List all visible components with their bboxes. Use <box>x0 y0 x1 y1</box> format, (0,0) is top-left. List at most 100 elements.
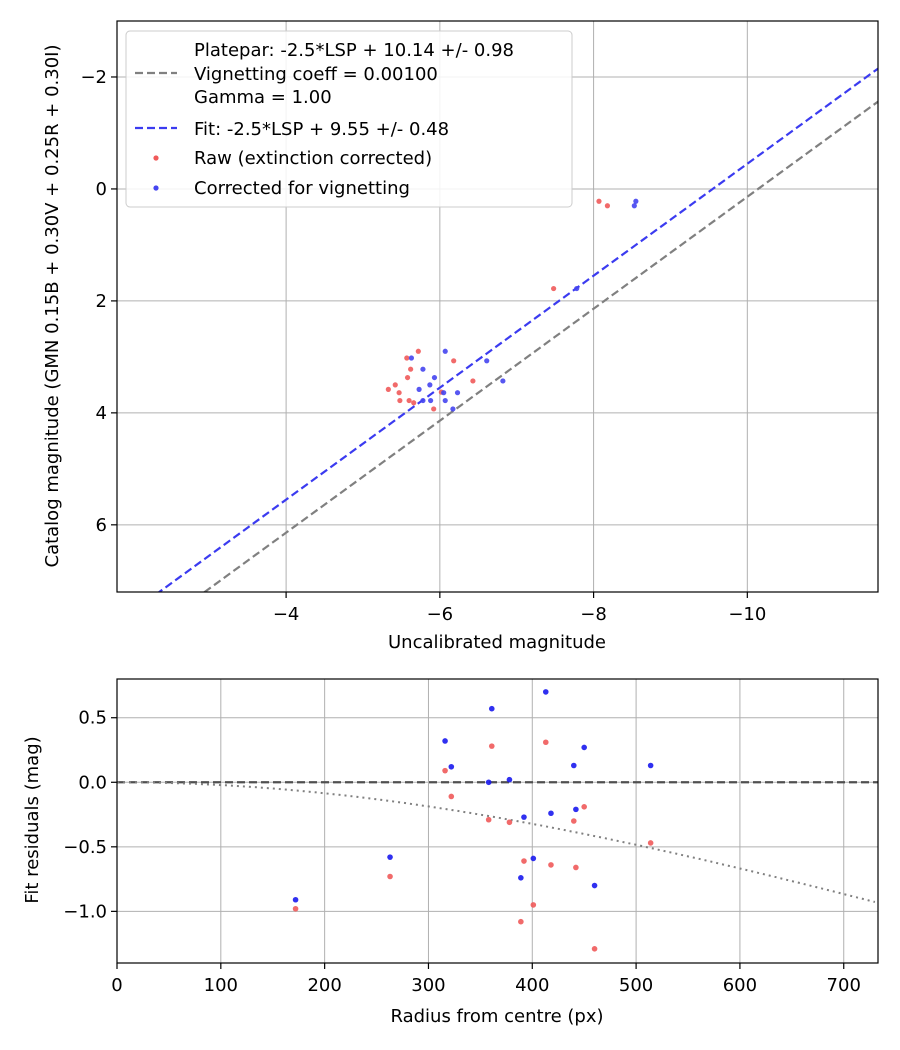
bottom-x-tick-label: 300 <box>411 975 445 996</box>
corrected-residual-point <box>521 814 527 820</box>
corrected-point <box>420 366 426 372</box>
corrected-point <box>574 285 580 292</box>
top-x-axis-label: Uncalibrated magnitude <box>388 632 606 653</box>
residuals-chart: 0 100 200 300 400 500 600 700 0.5 0.0 −0.5 −1.0 Rad… <box>22 678 879 1027</box>
corrected-point <box>420 397 426 404</box>
raw-point <box>551 285 557 292</box>
bottom-y-axis-label: Fit residuals (mag) <box>22 736 43 903</box>
corrected-residual-point <box>647 762 654 769</box>
corrected-point <box>431 374 438 381</box>
raw-residual-point <box>506 819 513 826</box>
corrected-residual-point <box>292 896 299 903</box>
legend-fit-label: Fit: -2.5*LSP + 9.55 +/- 0.48 <box>194 119 449 140</box>
bottom-ticks: 0 100 200 300 400 500 600 700 0.5 0.0 −0.5 −1.0 <box>63 708 861 996</box>
bottom-x-axis-label: Radius from centre (px) <box>390 1006 603 1027</box>
raw-point <box>392 382 398 388</box>
raw-point <box>396 390 402 396</box>
raw-residual-point <box>581 804 587 810</box>
raw-residual-point <box>647 840 654 846</box>
legend: Platepar: -2.5*LSP + 10.14 +/- 0.98 Vign… <box>125 30 573 208</box>
raw-point <box>404 374 411 381</box>
raw-point <box>596 198 602 204</box>
raw-residual-point <box>573 864 579 871</box>
corrected-point <box>408 355 415 361</box>
top-plot-frame <box>116 20 879 593</box>
corrected-point <box>633 198 639 204</box>
corrected-residual-point <box>542 689 549 695</box>
top-y-axis-label: Catalog magnitude (GMN 0.15B + 0.30V + 0… <box>42 44 63 567</box>
corrected-point <box>416 386 422 392</box>
corrected-residual-point <box>506 776 513 783</box>
raw-residual-point <box>542 739 549 746</box>
corrected-residual-point <box>530 855 537 862</box>
raw-point <box>415 348 421 354</box>
top-fit-lines <box>157 67 878 592</box>
fit-line <box>157 67 878 592</box>
top-ticks: −4 −6 −8 −10 −2 0 2 4 6 <box>80 67 766 625</box>
corrected-point <box>427 382 433 388</box>
bottom-x-tick-label: 600 <box>723 975 757 996</box>
corrected-point <box>428 397 434 404</box>
corrected-point <box>450 406 456 412</box>
bottom-lines <box>117 781 878 903</box>
top-y-tick-label: 2 <box>96 291 107 312</box>
raw-point <box>470 378 476 384</box>
legend-gamma-label: Gamma = 1.00 <box>194 87 332 108</box>
raw-residual-point <box>518 918 524 925</box>
corrected-point <box>442 397 448 404</box>
legend-corrected-marker <box>153 185 159 191</box>
bottom-x-tick-label: 400 <box>515 975 549 996</box>
legend-platepar-label: Platepar: -2.5*LSP + 10.14 +/- 0.98 <box>194 40 514 61</box>
raw-point <box>404 355 410 361</box>
bottom-y-tick-label: −0.5 <box>63 837 107 858</box>
bottom-x-tick-label: 500 <box>619 975 653 996</box>
bottom-x-tick-label: 100 <box>204 975 238 996</box>
corrected-residual-point <box>571 762 577 769</box>
top-y-tick-label: 6 <box>96 515 107 536</box>
bottom-x-tick-label: 200 <box>307 975 341 996</box>
raw-residual-point <box>442 767 448 774</box>
raw-residual-point <box>591 946 598 952</box>
bottom-data-points <box>292 689 654 952</box>
raw-residual-point <box>548 862 554 868</box>
raw-point <box>431 406 437 412</box>
corrected-residual-point <box>518 875 524 881</box>
raw-point <box>604 203 611 209</box>
corrected-residual-point <box>387 854 393 860</box>
raw-point <box>408 366 414 372</box>
corrected-point <box>631 203 637 209</box>
raw-residual-point <box>530 902 537 908</box>
corrected-point <box>454 390 461 396</box>
corrected-residual-point <box>591 882 598 889</box>
corrected-point <box>441 390 447 396</box>
corrected-point <box>500 378 506 384</box>
calibration-chart: −4 −6 −8 −10 −2 0 2 4 6 Uncalibrated magnitude C… <box>42 20 879 653</box>
raw-point <box>406 397 412 404</box>
corrected-residual-point <box>581 744 587 751</box>
raw-residual-point <box>485 816 492 823</box>
legend-vignetting-label: Vignetting coeff = 0.00100 <box>194 64 438 85</box>
bottom-x-tick-label: 0 <box>111 975 122 996</box>
raw-point <box>397 397 403 404</box>
platepar-line <box>202 100 878 592</box>
bottom-x-tick-label: 700 <box>827 975 861 996</box>
bottom-y-tick-label: 0.5 <box>78 708 107 729</box>
bottom-plot-frame <box>116 678 879 964</box>
corrected-residual-point <box>573 806 579 813</box>
bottom-y-tick-label: −1.0 <box>63 901 107 922</box>
corrected-residual-point <box>448 763 455 770</box>
vignetting-curve <box>117 781 876 903</box>
legend-raw-marker <box>153 155 159 161</box>
legend-box <box>125 30 573 208</box>
corrected-residual-point <box>485 779 492 786</box>
raw-point <box>385 386 391 392</box>
bottom-y-tick-label: 0.0 <box>78 772 107 793</box>
legend-raw-label: Raw (extinction corrected) <box>194 148 432 169</box>
top-y-tick-label: 4 <box>96 403 107 424</box>
corrected-residual-point <box>488 705 495 712</box>
raw-point <box>451 358 457 364</box>
raw-residual-point <box>571 818 577 824</box>
legend-corrected-label: Corrected for vignetting <box>194 178 410 199</box>
top-x-tick-label: −10 <box>728 604 766 625</box>
